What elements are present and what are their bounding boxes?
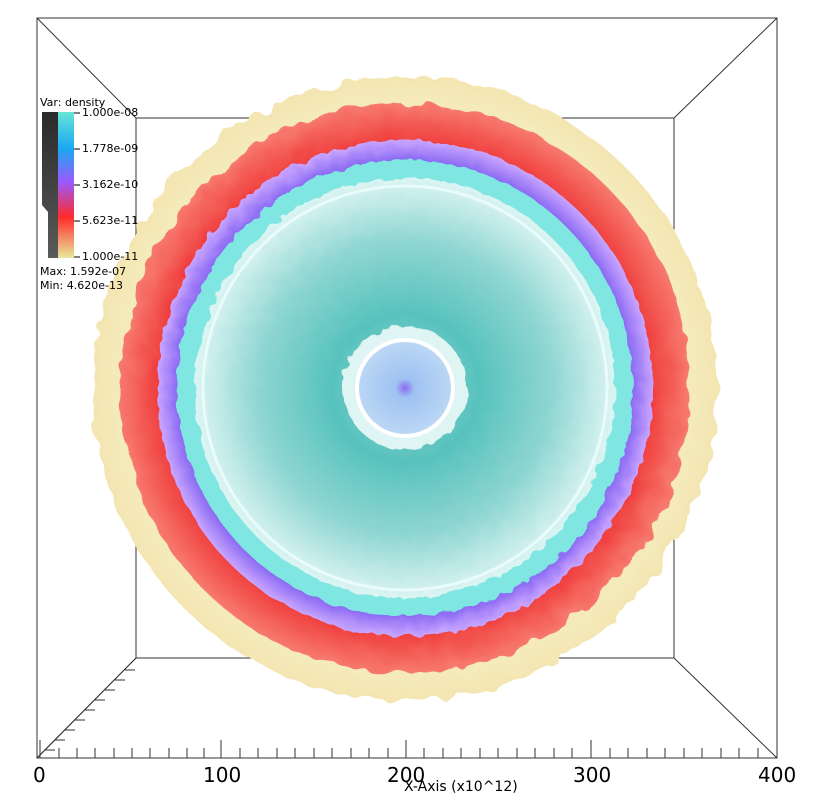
colorbar-opacity-ramp [42,112,58,258]
legend-min-label: Min: [40,279,64,292]
x-tick-label-2: 200 [387,763,426,787]
legend-min-value: 4.620e-13 [66,279,123,292]
x-axis-title: X-Axis (x10^12) [404,779,518,795]
core-boundary [355,338,455,438]
legend-tick-0: 1.000e-08 [82,106,139,119]
legend-tick-3: 5.623e-11 [82,214,139,227]
legend-tick-1: 1.778e-09 [82,142,139,155]
density-volume-render [93,76,717,700]
x-tick-label-4: 400 [758,763,797,787]
x-tick-label-1: 100 [203,763,242,787]
core-region [357,340,453,436]
inner-shock-ring [201,184,609,592]
colorbar-gradient [58,112,74,258]
x-tick-label-3: 300 [573,763,612,787]
x-tick-label-0: 0 [33,763,46,787]
colorbar [42,112,80,258]
legend-min: Min: 4.620e-13 [40,280,123,291]
legend-max-value: 1.592e-07 [69,265,127,278]
legend-tick-2: 3.162e-10 [82,178,139,191]
legend-max-label: Max: [40,265,67,278]
z-axis-ticks [36,657,137,759]
legend-max: Max: 1.592e-07 [40,266,126,277]
legend-tick-4: 1.000e-11 [82,250,139,263]
legend-title: Var: density [40,96,106,109]
x-axis-ticks [37,740,778,759]
